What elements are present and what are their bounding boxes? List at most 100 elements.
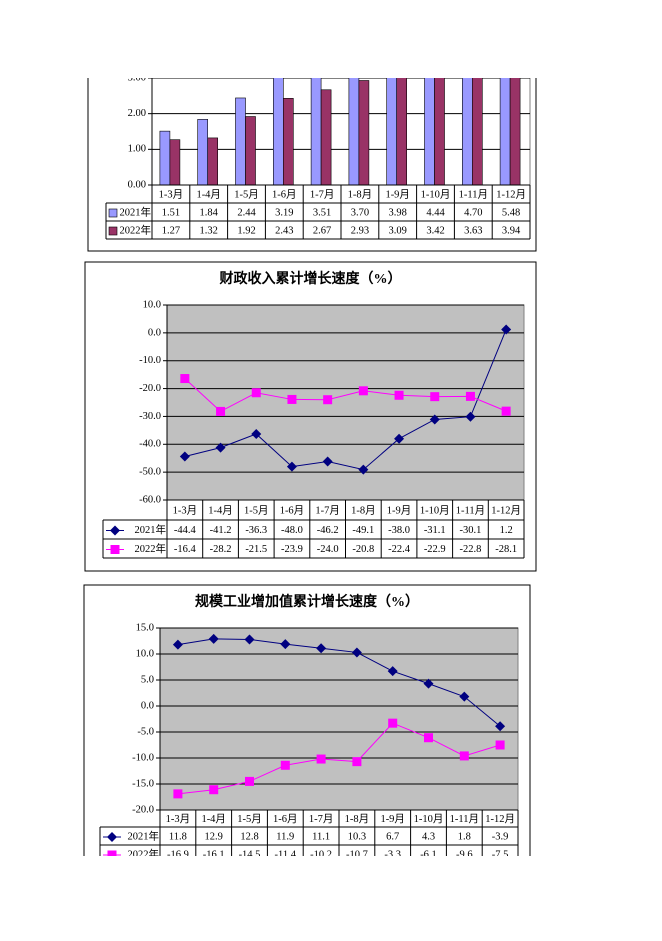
bar — [282, 98, 294, 185]
marker — [110, 525, 120, 536]
table-value: -21.5 — [245, 544, 267, 555]
table-value: -30.1 — [460, 525, 482, 536]
legend-label: 2022年 — [128, 847, 160, 860]
y-tick-label: 3.00 — [128, 72, 146, 83]
table-value: 3.63 — [464, 225, 482, 236]
marker — [251, 428, 262, 439]
x-tick-label: 1-9月 — [385, 188, 410, 200]
y-tick-label: -10.0 — [132, 752, 154, 763]
table-value: -14.5 — [239, 849, 261, 860]
table-value: -28.1 — [495, 544, 517, 555]
bar — [509, 78, 521, 185]
table-value: -22.8 — [460, 544, 482, 555]
y-tick-label: 0.00 — [128, 179, 146, 190]
x-tick-label: 1-5月 — [244, 504, 269, 516]
x-tick-label: 1-12月 — [496, 188, 526, 200]
table-value: 2.43 — [275, 225, 293, 236]
table-value: -9.6 — [456, 849, 473, 860]
y-tick-label: -60.0 — [139, 494, 161, 505]
table-value: 12.8 — [240, 831, 258, 842]
x-tick-label: 1-6月 — [272, 188, 297, 200]
table-value: 11.9 — [276, 831, 294, 842]
marker — [388, 718, 398, 728]
marker — [501, 406, 511, 416]
marker — [465, 391, 475, 401]
x-tick-label: 1-7月 — [310, 188, 335, 200]
y-tick-label: -20.0 — [139, 383, 161, 394]
chart-title: 规模工业增加值累计增长速度（%） — [195, 593, 419, 610]
table-value: -23.9 — [281, 544, 303, 555]
marker — [323, 395, 333, 405]
table-value: -7.5 — [492, 849, 509, 860]
table-value: -48.0 — [281, 525, 303, 536]
x-tick-label: 1-11月 — [450, 813, 479, 825]
table-value: -28.2 — [210, 544, 232, 555]
table-value: 4.70 — [464, 207, 482, 218]
x-tick-label: 1-11月 — [459, 188, 488, 200]
x-tick-label: 1-12月 — [491, 504, 521, 516]
marker — [172, 639, 183, 650]
table-value: -6.1 — [420, 849, 437, 860]
table-value: 1.32 — [200, 225, 218, 236]
y-tick-label: 5.0 — [141, 674, 154, 685]
marker — [352, 757, 362, 767]
table-value: 1.92 — [237, 225, 255, 236]
table-value: 11.8 — [169, 831, 187, 842]
bar — [245, 116, 256, 185]
y-tick-label: -40.0 — [139, 439, 161, 450]
marker — [179, 451, 190, 462]
table-value: 3.09 — [389, 225, 407, 236]
bar — [386, 78, 398, 185]
bar — [169, 139, 181, 185]
marker — [110, 545, 120, 554]
table-value: 5.48 — [502, 207, 520, 218]
marker — [465, 411, 476, 422]
marker — [280, 639, 291, 650]
marker — [394, 433, 405, 444]
chart: 财政收入累计增长速度（%） -60.0 -50.0 -40.0 -30.0 -20.0 -1… — [84, 261, 537, 572]
table-value: 4.3 — [422, 831, 435, 842]
marker — [107, 850, 117, 856]
series-line — [177, 722, 501, 795]
y-tick-label: -10.0 — [139, 355, 161, 366]
marker — [459, 751, 469, 761]
x-tick-label: 1-9月 — [387, 504, 412, 516]
marker — [280, 760, 290, 770]
y-tick-label: 1.00 — [128, 144, 146, 155]
legend-label: 2022年 — [135, 542, 167, 555]
table-value: -22.4 — [388, 544, 411, 555]
table-value: -20.8 — [352, 544, 374, 555]
bar — [197, 119, 208, 185]
bar — [424, 78, 435, 185]
x-tick-label: 1-8月 — [348, 188, 373, 200]
x-tick-label: 1-3月 — [166, 813, 191, 825]
x-tick-label: 1-7月 — [309, 813, 334, 825]
marker — [180, 374, 190, 384]
marker — [429, 414, 440, 425]
marker — [286, 461, 297, 472]
x-tick-label: 1-12月 — [485, 813, 515, 825]
marker — [215, 442, 226, 453]
y-tick-label: -50.0 — [139, 467, 161, 478]
y-tick-label: -20.0 — [132, 804, 154, 815]
bar — [358, 80, 370, 185]
x-tick-label: 1-8月 — [351, 504, 376, 516]
table-value: 12.9 — [205, 831, 223, 842]
table-value: 1.84 — [200, 207, 219, 218]
series-line — [177, 638, 501, 727]
x-tick-label: 1-10月 — [421, 188, 451, 200]
table-value: 2.67 — [313, 225, 331, 236]
x-tick-label: 1-4月 — [201, 813, 226, 825]
x-tick-label: 1-6月 — [280, 504, 305, 516]
table-value: -46.2 — [317, 525, 339, 536]
table-value: -16.1 — [203, 849, 225, 860]
legend-swatch — [108, 208, 118, 218]
marker — [430, 392, 440, 402]
marker — [245, 776, 254, 786]
legend-label: 2021年 — [128, 829, 160, 842]
table-value: -3.3 — [384, 849, 401, 860]
bar — [272, 78, 284, 185]
bar — [348, 78, 360, 185]
bar — [461, 78, 473, 185]
